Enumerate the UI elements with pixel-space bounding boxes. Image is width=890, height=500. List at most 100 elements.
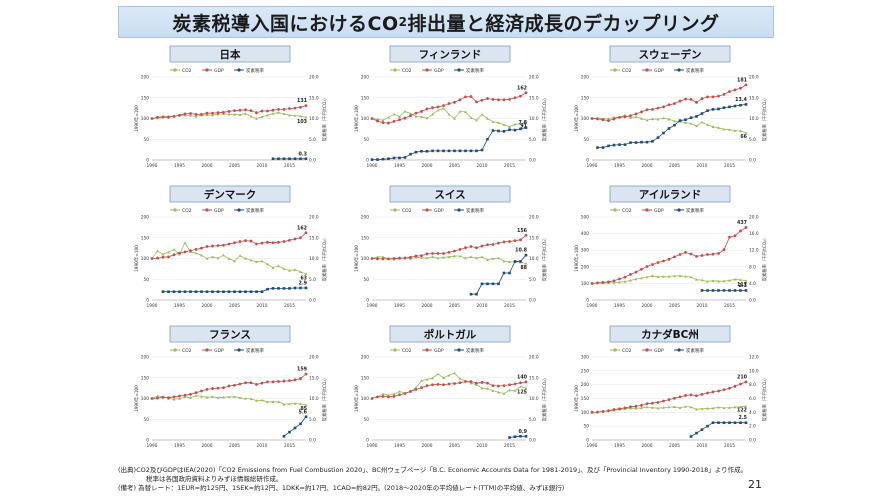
data-point bbox=[689, 405, 693, 409]
data-point bbox=[392, 120, 396, 123]
y-right-tick: 2.0 bbox=[749, 424, 756, 430]
data-point bbox=[524, 380, 528, 384]
x-tick: 2005 bbox=[669, 303, 680, 309]
y-right-tick: 0.0 bbox=[529, 158, 536, 164]
chart-title: スウェーデン bbox=[639, 48, 702, 61]
data-point bbox=[502, 384, 506, 388]
x-tick: 2005 bbox=[669, 163, 680, 169]
chart-panel: ポルトガル CO2 GDP 炭素税率 0 50 100 150 200 0.0 5.0 10.0 15.… bbox=[350, 323, 550, 463]
data-point bbox=[689, 393, 693, 397]
data-point bbox=[722, 279, 726, 283]
data-point bbox=[491, 257, 495, 260]
y-left-tick: 0 bbox=[366, 438, 369, 444]
y-right-tick: 5.0 bbox=[529, 277, 536, 283]
data-point bbox=[299, 157, 302, 161]
data-point bbox=[238, 382, 242, 386]
legend-label: CO2 bbox=[402, 348, 412, 354]
data-point bbox=[689, 116, 693, 119]
data-point bbox=[744, 279, 748, 282]
data-point bbox=[271, 266, 275, 269]
data-point bbox=[524, 386, 528, 390]
data-point bbox=[387, 121, 390, 125]
data-point bbox=[178, 251, 181, 255]
data-point bbox=[612, 117, 616, 121]
data-point bbox=[244, 257, 247, 260]
data-point bbox=[744, 131, 748, 134]
data-point bbox=[447, 149, 451, 153]
end-label: 437 bbox=[737, 220, 747, 226]
y-left-tick: 100 bbox=[361, 116, 369, 122]
legend-label: GDP bbox=[654, 68, 664, 74]
data-point bbox=[695, 278, 698, 281]
y-right-tick: 6.0 bbox=[749, 396, 756, 402]
data-point bbox=[194, 251, 198, 255]
y-right-tick: 5.0 bbox=[309, 417, 316, 423]
data-point bbox=[733, 129, 737, 132]
legend-marker bbox=[237, 348, 241, 352]
data-point bbox=[623, 143, 627, 146]
data-point bbox=[447, 382, 451, 386]
x-tick: 2010 bbox=[697, 163, 708, 169]
x-tick: 2005 bbox=[229, 443, 240, 449]
data-point bbox=[744, 83, 748, 87]
x-tick: 2010 bbox=[477, 303, 488, 309]
y-right-tick: 20.0 bbox=[529, 75, 539, 81]
data-point bbox=[453, 249, 456, 253]
data-point bbox=[282, 267, 286, 271]
y-right-tick: 5.0 bbox=[309, 137, 316, 143]
legend-marker bbox=[613, 348, 617, 352]
data-point bbox=[304, 415, 308, 419]
y-right-tick: 0.0 bbox=[749, 158, 756, 164]
y-left-tick: 150 bbox=[141, 375, 149, 381]
series-tax bbox=[370, 126, 528, 161]
end-label: 140 bbox=[517, 374, 528, 380]
data-point bbox=[266, 262, 269, 266]
data-point bbox=[519, 434, 522, 438]
data-point bbox=[398, 393, 401, 397]
data-point bbox=[497, 282, 500, 286]
legend-marker bbox=[173, 348, 177, 352]
data-point bbox=[645, 275, 649, 279]
data-point bbox=[282, 157, 286, 161]
chart-title-box bbox=[169, 45, 291, 63]
data-point bbox=[519, 122, 522, 126]
legend-label: 炭素税率 bbox=[686, 347, 704, 354]
data-point bbox=[249, 290, 253, 293]
y-right-tick: 12.0 bbox=[749, 355, 759, 361]
data-point bbox=[271, 241, 275, 245]
data-point bbox=[673, 405, 676, 408]
data-point bbox=[739, 129, 742, 133]
data-point bbox=[706, 424, 709, 428]
data-point bbox=[216, 396, 220, 399]
data-point bbox=[524, 253, 528, 257]
data-point bbox=[662, 131, 665, 135]
y-left-tick: 500 bbox=[581, 215, 589, 221]
data-point bbox=[651, 401, 654, 405]
data-point bbox=[249, 397, 253, 401]
x-tick: 2005 bbox=[669, 443, 680, 449]
data-point bbox=[486, 137, 489, 141]
data-point bbox=[227, 112, 231, 116]
data-point bbox=[431, 252, 434, 255]
y-right-tick: 8.0 bbox=[749, 382, 756, 388]
data-point bbox=[403, 256, 407, 260]
data-point bbox=[260, 290, 264, 293]
x-tick: 1995 bbox=[174, 443, 185, 449]
data-point bbox=[409, 152, 412, 156]
x-tick: 2010 bbox=[697, 303, 708, 309]
data-point bbox=[634, 141, 638, 144]
data-point bbox=[618, 407, 621, 411]
data-point bbox=[502, 123, 506, 126]
data-point bbox=[695, 124, 698, 128]
data-point bbox=[216, 290, 220, 293]
data-point bbox=[409, 390, 412, 393]
data-point bbox=[508, 98, 511, 101]
x-tick: 2010 bbox=[257, 303, 268, 309]
data-point bbox=[288, 287, 291, 290]
y-left-tick: 150 bbox=[361, 375, 369, 381]
data-point bbox=[513, 96, 517, 100]
y-right-tick: 0.0 bbox=[309, 158, 316, 164]
y-right-tick: 15.0 bbox=[309, 235, 319, 241]
series-gdp bbox=[590, 380, 748, 414]
data-point bbox=[458, 98, 462, 102]
